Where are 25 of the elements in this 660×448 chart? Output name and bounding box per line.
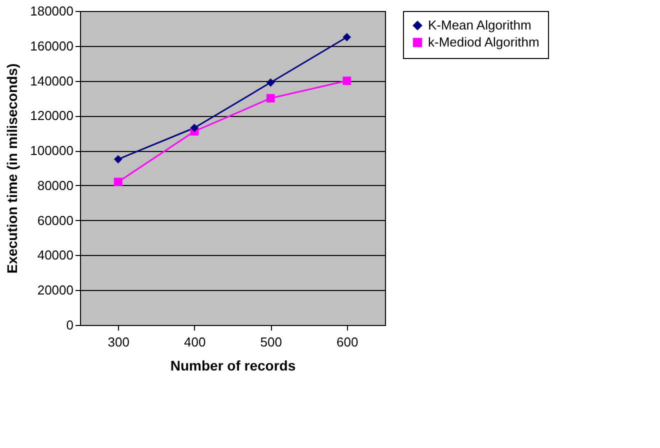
- y-tick-label: 20000: [37, 282, 74, 298]
- point: [266, 94, 275, 102]
- x-axis-title: Number of records: [170, 358, 296, 374]
- y-tick-label: 100000: [30, 143, 74, 158]
- y-tick-label: 40000: [37, 248, 74, 263]
- legend-label: k-Mediod Algorithm: [428, 34, 540, 50]
- y-tick-label: 60000: [37, 212, 74, 228]
- legend-label: K-Mean Algorithm: [428, 18, 532, 32]
- y-tick-label: 80000: [37, 178, 74, 193]
- y-tick-label: 180000: [30, 4, 74, 18]
- y-tick-label: 120000: [30, 108, 74, 124]
- point: [190, 124, 199, 132]
- point: [114, 178, 122, 186]
- y-tick-label: 160000: [30, 38, 74, 54]
- y-axis-title: Execution time (in miliseconds): [4, 63, 20, 274]
- x-tick-label: 600: [336, 334, 358, 350]
- point: [342, 32, 352, 42]
- point: [266, 78, 275, 87]
- y-tick-label: 140000: [30, 73, 74, 88]
- point: [114, 155, 122, 164]
- point: [342, 76, 352, 85]
- y-tick-label: 0: [66, 318, 74, 332]
- x-tick-label: 300: [108, 334, 130, 350]
- x-tick-label: 500: [260, 334, 282, 350]
- x-tick-label: 400: [184, 334, 206, 350]
